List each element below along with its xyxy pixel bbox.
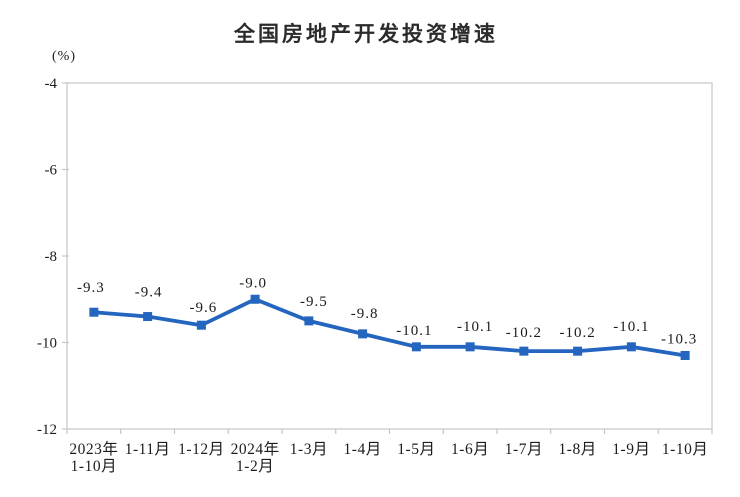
data-point-label: -10.2 bbox=[560, 325, 596, 341]
data-point-marker bbox=[519, 346, 529, 356]
x-axis-label: 1-4月 bbox=[344, 441, 382, 458]
data-point-label: -9.3 bbox=[77, 280, 105, 296]
x-axis-label: 1-10月 bbox=[71, 458, 117, 475]
data-point-label: -9.0 bbox=[239, 275, 267, 291]
y-axis-tick-label: -6 bbox=[45, 163, 58, 179]
x-axis-label: 1-9月 bbox=[612, 441, 650, 458]
x-axis-label: 1-2月 bbox=[236, 458, 274, 475]
data-point-label: -10.2 bbox=[506, 325, 542, 341]
data-point-label: -9.4 bbox=[135, 285, 163, 301]
x-axis-label: 1-7月 bbox=[505, 441, 543, 458]
x-axis-label: 1-12月 bbox=[178, 441, 224, 458]
data-point-marker bbox=[250, 294, 260, 304]
data-point-marker bbox=[358, 329, 368, 339]
data-point-label: -9.5 bbox=[300, 294, 328, 310]
data-point-label: -10.1 bbox=[396, 323, 432, 339]
y-axis-tick-label: -4 bbox=[45, 76, 58, 92]
x-axis-label: 2024年 bbox=[231, 440, 280, 458]
chart-title: 全国房地产开发投资增速 bbox=[234, 23, 498, 46]
x-axis-label: 1-11月 bbox=[125, 441, 171, 458]
y-axis-tick-label: -12 bbox=[37, 422, 57, 438]
data-point-marker bbox=[465, 342, 475, 352]
series-line bbox=[91, 297, 688, 358]
x-axis-label: 2023年 bbox=[69, 440, 118, 458]
data-point-marker bbox=[143, 312, 153, 322]
x-axis-label: 1-6月 bbox=[451, 441, 489, 458]
data-point-marker bbox=[304, 316, 314, 326]
data-point-marker bbox=[626, 342, 636, 352]
data-point-label: -10.1 bbox=[613, 319, 649, 335]
plot-border bbox=[66, 82, 713, 430]
data-point-label: -10.1 bbox=[457, 319, 493, 335]
x-axis-label: 1-5月 bbox=[397, 441, 435, 458]
data-point-label: -9.6 bbox=[190, 300, 218, 316]
x-axis-label: 1-8月 bbox=[559, 441, 597, 458]
y-axis-tick-label: -8 bbox=[45, 249, 58, 265]
data-point-label: -10.3 bbox=[661, 331, 697, 347]
data-point-marker bbox=[89, 307, 99, 317]
y-axis-tick-label: -10 bbox=[37, 336, 57, 352]
x-axis-label: 1-10月 bbox=[662, 441, 708, 458]
data-point-marker bbox=[573, 346, 583, 356]
data-point-marker bbox=[411, 342, 421, 352]
y-axis-unit-label: (%) bbox=[52, 49, 76, 64]
data-point-marker bbox=[196, 320, 206, 330]
data-point-marker bbox=[680, 350, 690, 360]
x-axis-label: 1-3月 bbox=[290, 441, 328, 458]
data-point-label: -9.8 bbox=[351, 306, 379, 322]
